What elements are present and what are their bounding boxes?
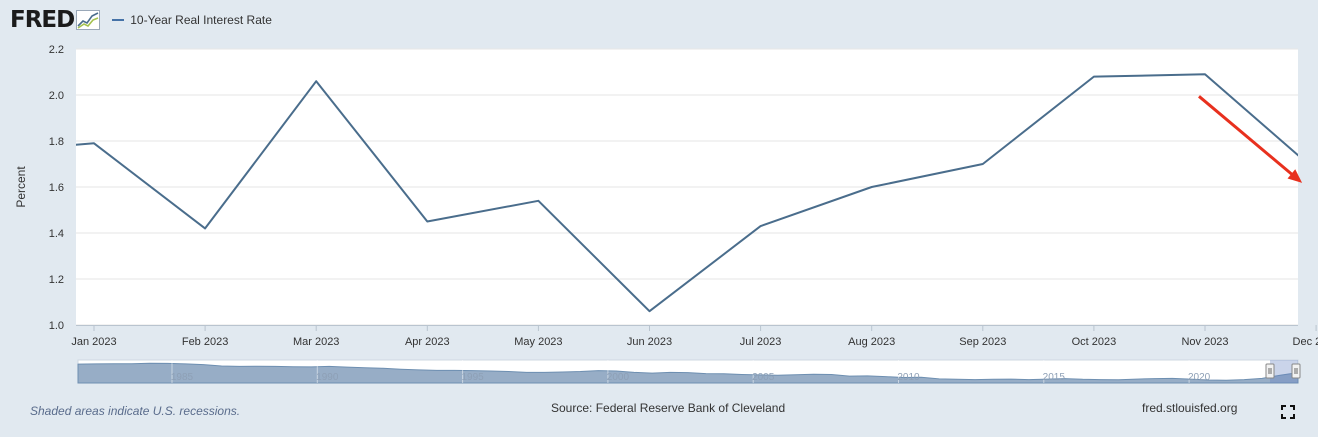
source-text: Source: Federal Reserve Bank of Clevelan…: [551, 401, 786, 415]
x-tick-label: Nov 2023: [1181, 336, 1228, 348]
legend-swatch: [112, 19, 125, 21]
y-tick-label: 2.2: [49, 44, 64, 56]
x-tick-label: Jan 2023: [71, 336, 116, 348]
annotation-arrow-head: [1287, 169, 1303, 183]
x-tick-label: Feb 2023: [182, 336, 228, 348]
x-tick-label: Apr 2023: [405, 336, 450, 348]
fred-logo-text: FRED: [10, 6, 75, 33]
annotation-arrow-shaft: [1198, 95, 1298, 180]
y-tick-label: 1.4: [49, 228, 64, 240]
x-tick-label: Sep 2023: [959, 336, 1006, 348]
x-tick-label: Mar 2023: [293, 336, 339, 348]
y-axis-title: Percent: [14, 166, 28, 208]
chart-header: FRED 10-Year Real Interest Rate: [10, 6, 272, 34]
y-tick-label: 1.6: [49, 182, 64, 194]
x-tick-label: Oct 2023: [1072, 336, 1117, 348]
x-tick-label: Dec 2023: [1293, 336, 1318, 348]
navigator-tick-label: 2005: [752, 372, 775, 383]
recession-note: Shaded areas indicate U.S. recessions.: [30, 404, 241, 418]
x-tick-label: Jun 2023: [627, 336, 672, 348]
navigator-tick-label: 2000: [607, 372, 630, 383]
y-tick-label: 2.0: [49, 90, 64, 102]
legend[interactable]: 10-Year Real Interest Rate: [112, 13, 272, 27]
navigator-tick-label: 2015: [1043, 372, 1066, 383]
y-tick-label: 1.2: [49, 274, 64, 286]
fred-logo-graph-icon: [76, 10, 101, 30]
navigator-tick-label: 1985: [171, 372, 194, 383]
navigator-tick-label: 1990: [316, 372, 339, 383]
navigator-tick-label: 2010: [897, 372, 920, 383]
y-tick-label: 1.0: [49, 320, 64, 332]
navigator-handle[interactable]: [1265, 363, 1275, 379]
x-tick-label: Aug 2023: [848, 336, 895, 348]
navigator-series-area: [77, 362, 1299, 384]
fred-logo[interactable]: FRED: [10, 6, 101, 33]
series-line[interactable]: [0, 73, 1316, 313]
fullscreen-icon[interactable]: [1281, 405, 1295, 419]
navigator-tick-label: 1995: [461, 372, 484, 383]
navigator-selection[interactable]: [1270, 360, 1298, 383]
legend-label: 10-Year Real Interest Rate: [130, 13, 272, 27]
x-tick-label: Jul 2023: [740, 336, 782, 348]
site-url[interactable]: fred.stlouisfed.org: [1142, 401, 1238, 415]
navigator-tick-label: 2020: [1188, 372, 1211, 383]
x-tick-label: May 2023: [514, 336, 562, 348]
navigator-handle[interactable]: [1291, 363, 1301, 379]
y-tick-label: 1.8: [49, 136, 64, 148]
